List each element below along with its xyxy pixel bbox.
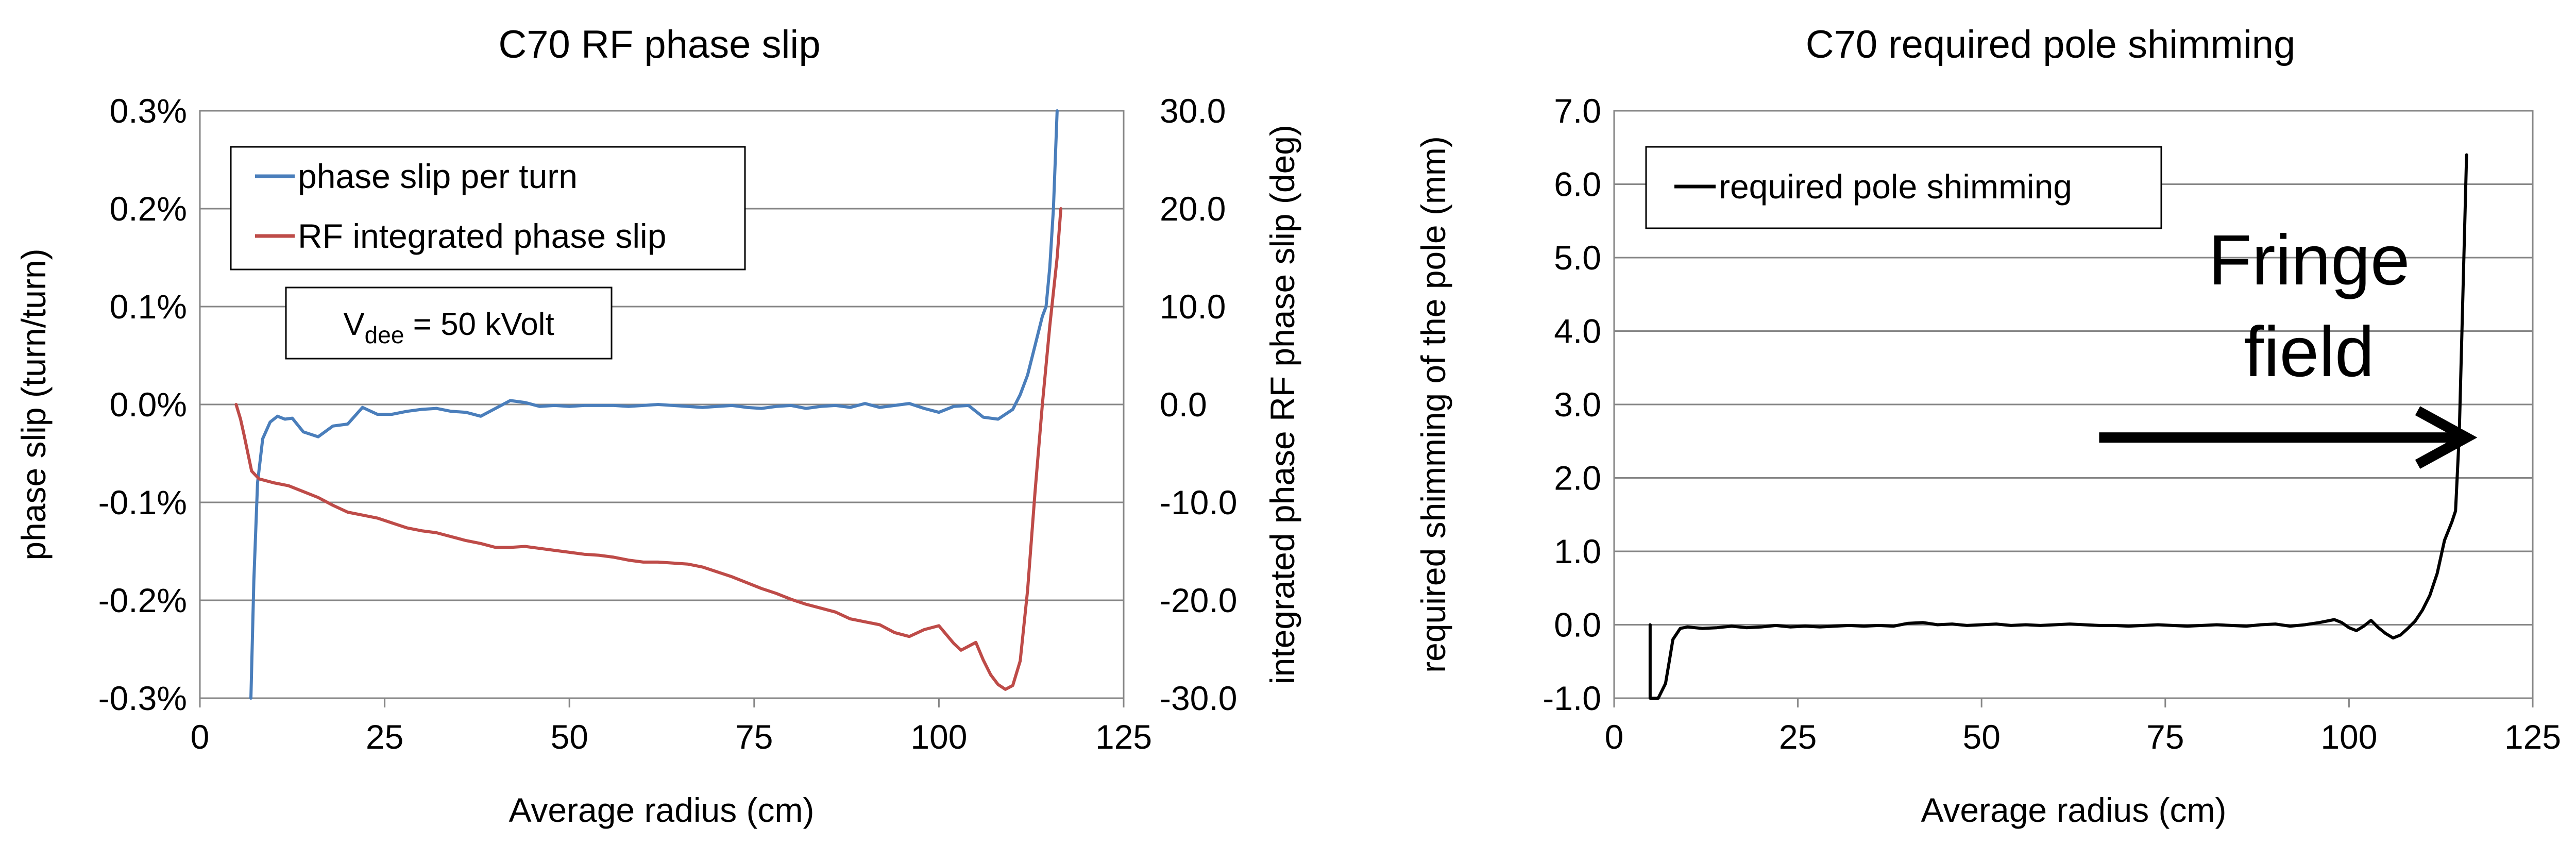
pole-shimming-chart: C70 required pole shimming -1.0 0.0 1.0 2.0… — [1414, 23, 2561, 829]
plot-area-frame — [1613, 110, 2534, 699]
legend: phase slip per turn RF integrated phase … — [230, 146, 746, 271]
legend-label-rf-integrated-phase-slip: RF integrated phase slip — [298, 217, 666, 255]
y-axis-title: required shimming of the pole (mm) — [1414, 136, 1452, 673]
gridlines — [199, 208, 1125, 707]
y-tick-label: 3.0 — [1554, 385, 1601, 424]
vdee-annotation: Vdee = 50 kVolt — [285, 286, 613, 360]
y2-tick-label: -20.0 — [1160, 581, 1237, 619]
annotation-box — [285, 286, 613, 360]
x-axis-title: Average radius (cm) — [509, 791, 814, 829]
series-lines — [1648, 153, 2468, 700]
tick-labels: -1.0 0.0 1.0 2.0 3.0 4.0 5.0 6.0 7.0 0 25 50 75 100 12… — [1543, 92, 2561, 756]
y2-tick-label: -30.0 — [1160, 679, 1237, 717]
series-lines — [234, 109, 1063, 700]
y-tick-label: 4.0 — [1554, 312, 1601, 350]
legend-label-required-pole-shimming: required pole shimming — [1719, 167, 2072, 206]
y-tick-label: 2.0 — [1554, 459, 1601, 497]
y-tick-label: 0.0% — [110, 385, 187, 424]
y-tick-label: 0.0 — [1554, 606, 1601, 644]
x-tick-label: 50 — [550, 718, 588, 756]
x-tick-label: 125 — [2504, 718, 2561, 756]
x-tick-label: 0 — [191, 718, 210, 756]
legend-label-phase-slip-per-turn: phase slip per turn — [298, 157, 578, 195]
annotation-rest: = 50 kVolt — [404, 307, 554, 342]
legend-box — [230, 146, 746, 271]
series-line-phase-slip-per-turn — [249, 109, 1059, 700]
y-tick-label: -0.1% — [98, 483, 187, 521]
y2-axis-title: integrated phase RF phase slip (deg) — [1263, 125, 1301, 684]
y2-tick-label: 10.0 — [1160, 288, 1226, 326]
x-tick-label: 25 — [1779, 718, 1817, 756]
legend: required pole shimming — [1645, 146, 2162, 229]
series-line-required-pole-shimming — [1648, 153, 2468, 700]
series-line-rf-integrated-phase-slip — [234, 207, 1063, 691]
fringe-field-arrow — [2099, 406, 2478, 469]
x-tick-label: 100 — [2320, 718, 2377, 756]
y-tick-label: 1.0 — [1554, 532, 1601, 570]
legend-box — [1645, 146, 2162, 229]
y-tick-label: 5.0 — [1554, 239, 1601, 277]
phase-slip-chart: C70 RF phase slip -0.3% -0.2% -0.1% 0.0% 0.1… — [14, 23, 1301, 829]
x-axis-title: Average radius (cm) — [1921, 791, 2226, 829]
annotation-text: Vdee = 50 kVolt — [343, 307, 554, 348]
y-tick-label: 6.0 — [1554, 165, 1601, 204]
y2-tick-label: -10.0 — [1160, 483, 1237, 521]
y2-tick-label: 0.0 — [1160, 385, 1207, 424]
x-tick-label: 75 — [735, 718, 773, 756]
y-tick-label: 0.1% — [110, 288, 187, 326]
annotation-subscript: dee — [365, 322, 404, 348]
y-tick-label: 0.2% — [110, 190, 187, 228]
y-tick-label: -0.2% — [98, 581, 187, 619]
x-tick-label: 50 — [1962, 718, 2000, 756]
y-tick-label: 0.3% — [110, 92, 187, 130]
y2-tick-label: 30.0 — [1160, 92, 1226, 130]
y-tick-label: 7.0 — [1554, 92, 1601, 130]
x-tick-label: 0 — [1605, 718, 1624, 756]
chart-title: C70 required pole shimming — [1806, 23, 2295, 66]
x-tick-label: 125 — [1095, 718, 1152, 756]
y2-tick-label: 20.0 — [1160, 190, 1226, 228]
annotation-main: V — [343, 307, 365, 342]
arrow-head — [2415, 406, 2478, 469]
fringe-field-annotation-line-1: Fringe — [2208, 221, 2410, 300]
y-tick-label: -0.3% — [98, 679, 187, 717]
x-tick-label: 25 — [366, 718, 403, 756]
y-tick-label: -1.0 — [1543, 679, 1601, 717]
x-tick-label: 75 — [2146, 718, 2184, 756]
y-axis-title: phase slip (turn/turn) — [14, 248, 53, 560]
tick-labels: -0.3% -0.2% -0.1% 0.0% 0.1% 0.2% 0.3% -30.0 -20.… — [98, 92, 1238, 756]
plot-area-frame — [199, 110, 1125, 699]
fringe-field-annotation-line-2: field — [2244, 312, 2374, 392]
chart-title: C70 RF phase slip — [498, 23, 820, 66]
x-tick-label: 100 — [910, 718, 967, 756]
